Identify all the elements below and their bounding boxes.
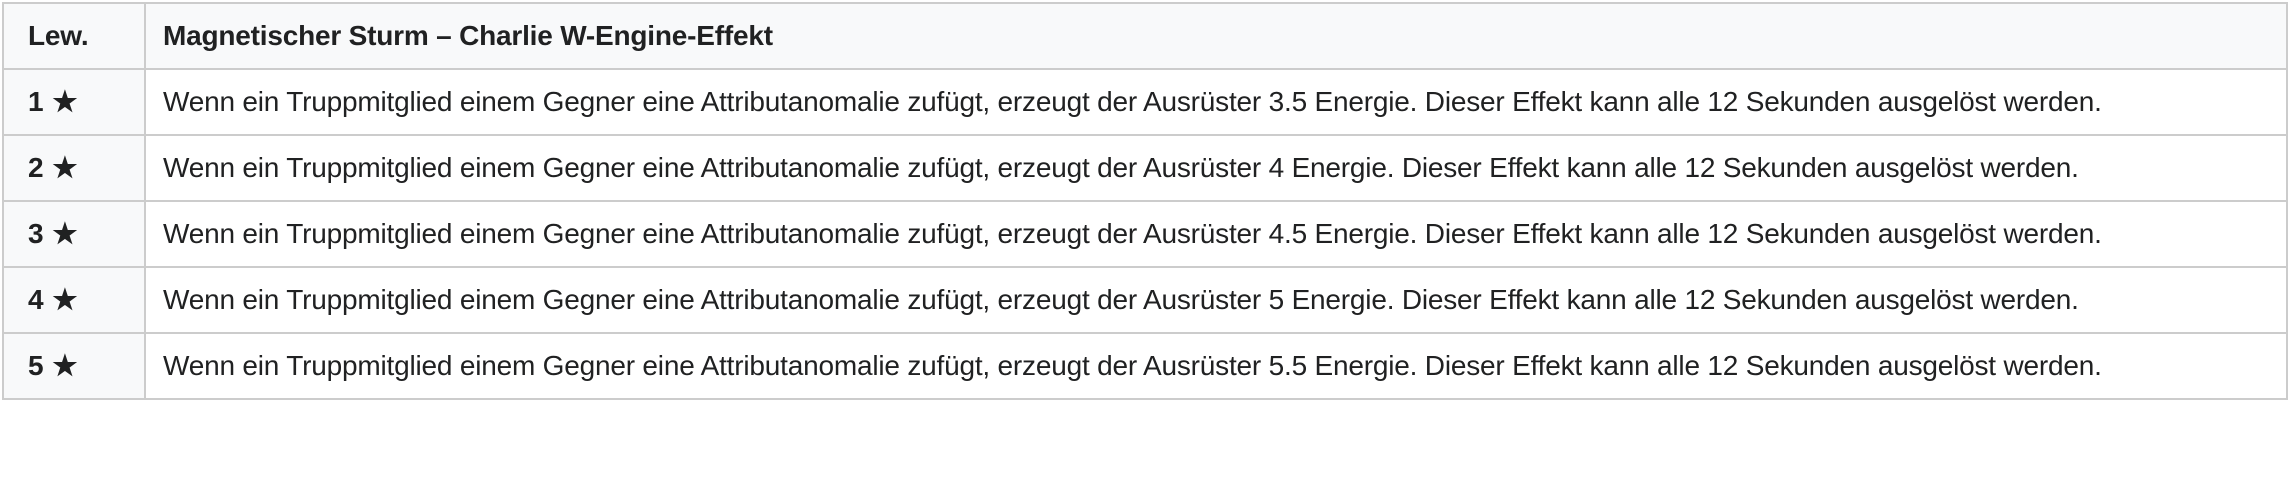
- description-cell: Wenn ein Truppmitglied einem Gegner eine…: [144, 134, 2288, 202]
- level-cell: 2 ★: [2, 134, 146, 202]
- level-number: 5: [28, 350, 44, 381]
- level-column-header: Lew.: [2, 2, 146, 70]
- w-engine-effect-table: Lew. Magnetischer Sturm – Charlie W-Engi…: [2, 2, 2288, 400]
- table-row: 1 ★ Wenn ein Truppmitglied einem Gegner e…: [2, 68, 2288, 136]
- level-cell: 5 ★: [2, 332, 146, 400]
- description-cell: Wenn ein Truppmitglied einem Gegner eine…: [144, 68, 2288, 136]
- star-icon: ★: [52, 218, 78, 249]
- star-icon: ★: [52, 86, 78, 117]
- table-header-row: Lew. Magnetischer Sturm – Charlie W-Engi…: [2, 2, 2288, 70]
- level-cell: 4 ★: [2, 266, 146, 334]
- description-cell: Wenn ein Truppmitglied einem Gegner eine…: [144, 266, 2288, 334]
- level-number: 3: [28, 218, 44, 249]
- description-cell: Wenn ein Truppmitglied einem Gegner eine…: [144, 200, 2288, 268]
- level-cell: 3 ★: [2, 200, 146, 268]
- table-row: 3 ★ Wenn ein Truppmitglied einem Gegner e…: [2, 200, 2288, 268]
- level-number: 1: [28, 86, 44, 117]
- effect-title-header: Magnetischer Sturm – Charlie W-Engine-Ef…: [144, 2, 2288, 70]
- star-icon: ★: [52, 152, 78, 183]
- star-icon: ★: [52, 284, 78, 315]
- table-row: 4 ★ Wenn ein Truppmitglied einem Gegner e…: [2, 266, 2288, 334]
- description-cell: Wenn ein Truppmitglied einem Gegner eine…: [144, 332, 2288, 400]
- table-row: 2 ★ Wenn ein Truppmitglied einem Gegner e…: [2, 134, 2288, 202]
- level-number: 2: [28, 152, 44, 183]
- star-icon: ★: [52, 350, 78, 381]
- level-cell: 1 ★: [2, 68, 146, 136]
- table-row: 5 ★ Wenn ein Truppmitglied einem Gegner e…: [2, 332, 2288, 400]
- level-number: 4: [28, 284, 44, 315]
